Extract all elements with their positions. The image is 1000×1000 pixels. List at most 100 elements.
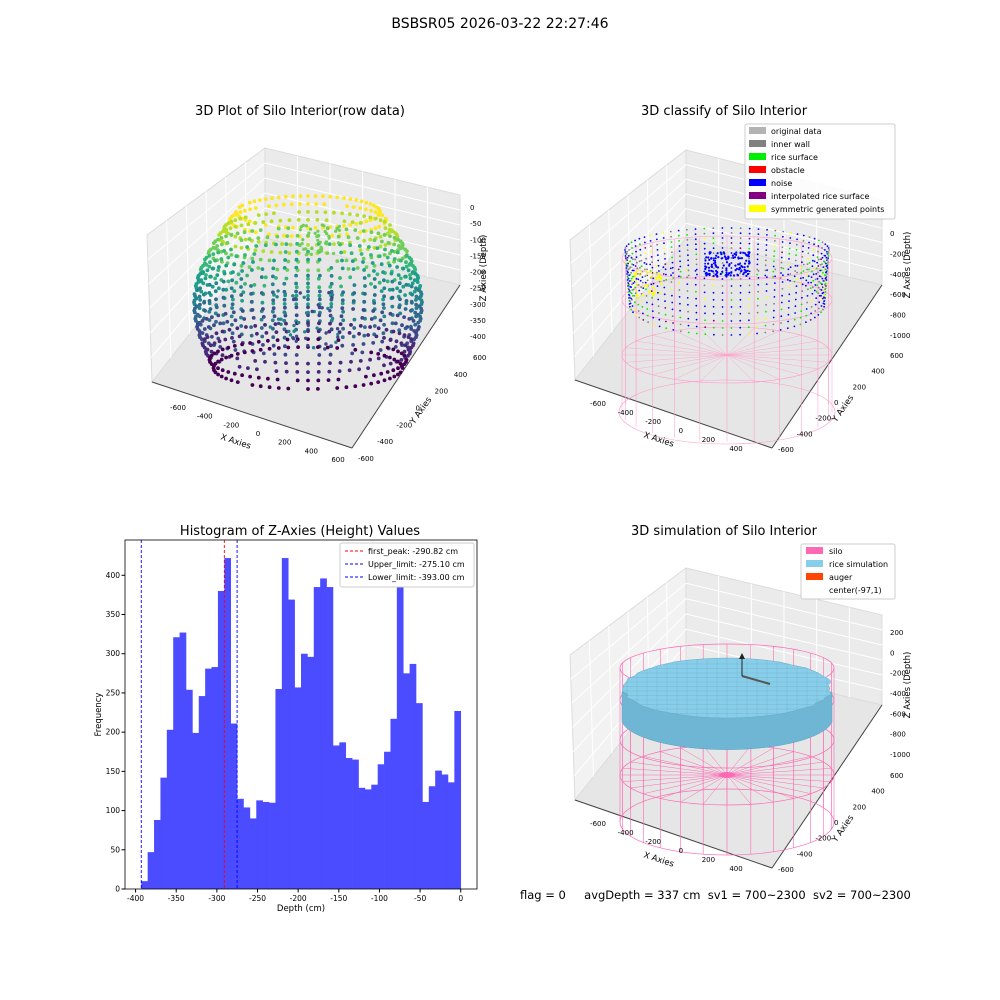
data-point: [209, 349, 214, 354]
silo-ring: [618, 379, 836, 445]
data-point: [756, 332, 758, 335]
x-tick-label: -200: [645, 418, 661, 426]
data-point: [639, 266, 641, 269]
data-point: [196, 280, 201, 284]
data-point: [258, 228, 263, 233]
data-point: [414, 286, 418, 291]
data-point: [225, 261, 230, 266]
data-point: [327, 236, 331, 240]
data-point: [194, 304, 199, 309]
data-point: [703, 237, 706, 240]
data-point: [306, 329, 310, 333]
data-point: [342, 219, 347, 224]
data-point: [634, 275, 637, 278]
data-point: [630, 292, 633, 295]
data-point: [297, 320, 301, 325]
data-point: [407, 255, 412, 260]
data-point: [192, 302, 197, 307]
data-point: [198, 272, 203, 276]
data-point: [218, 345, 223, 349]
data-point: [671, 301, 674, 304]
data-point: [283, 344, 287, 349]
data-point: [645, 272, 649, 276]
data-point: [645, 284, 649, 287]
data-point: [807, 257, 809, 260]
legend-swatch: [749, 166, 766, 173]
data-point: [725, 275, 728, 278]
data-point: [820, 258, 822, 261]
data-point: [764, 331, 767, 334]
histogram-bar: [447, 782, 455, 889]
data-point: [338, 360, 343, 365]
data-point: [703, 247, 706, 250]
silo-ring: [619, 643, 835, 693]
grid-line: [646, 179, 650, 286]
data-point: [271, 335, 276, 340]
data-point: [340, 211, 344, 216]
data-point: [358, 248, 363, 253]
data-point: [243, 208, 247, 213]
data-point: [342, 250, 347, 254]
data-point: [208, 360, 212, 364]
data-point: [392, 249, 397, 254]
data-point: [403, 274, 407, 279]
data-point: [214, 303, 219, 307]
data-point: [637, 278, 640, 281]
data-point: [332, 251, 336, 256]
data-point: [822, 271, 824, 274]
data-point: [306, 305, 310, 310]
data-point: [282, 266, 287, 270]
data-point: [796, 265, 799, 267]
data-point: [205, 283, 210, 287]
data-point: [372, 246, 377, 250]
data-point: [745, 259, 748, 262]
grid-line: [572, 193, 883, 311]
data-point: [630, 297, 632, 300]
data-point: [239, 293, 244, 297]
data-point: [766, 276, 768, 278]
data-point: [382, 219, 387, 224]
data-point: [727, 273, 730, 276]
data-point: [383, 271, 387, 275]
data-point: [203, 261, 207, 265]
data-point: [726, 257, 730, 260]
silo-spoke: [726, 768, 832, 776]
data-point: [757, 233, 760, 236]
data-point: [780, 308, 783, 311]
data-point: [369, 381, 374, 386]
data-point: [274, 242, 278, 247]
data-point: [267, 346, 272, 351]
data-point: [213, 289, 218, 294]
data-point: [229, 353, 234, 358]
data-point: [819, 264, 822, 266]
data-point: [404, 360, 408, 364]
data-point: [263, 197, 268, 202]
data-point: [212, 343, 216, 347]
data-point: [634, 292, 637, 294]
data-point: [404, 264, 409, 269]
data-point: [221, 279, 226, 284]
data-point: [259, 275, 264, 279]
data-point: [244, 325, 248, 329]
data-point: [232, 371, 237, 376]
data-point: [203, 349, 208, 354]
data-point: [360, 316, 365, 320]
data-point: [671, 308, 674, 311]
data-point: [284, 361, 288, 365]
data-point: [253, 230, 258, 235]
data-point: [224, 263, 229, 268]
data-point: [704, 312, 706, 315]
data-point: [263, 223, 268, 227]
data-point: [272, 352, 277, 356]
data-point: [627, 262, 629, 265]
data-point: [327, 369, 332, 374]
z-tick-label: 200: [890, 629, 903, 637]
data-point: [730, 271, 733, 273]
data-point: [807, 252, 810, 255]
data-point: [197, 333, 202, 338]
data-point: [316, 233, 321, 238]
data-point: [705, 266, 708, 269]
data-point: [340, 241, 344, 246]
data-point: [282, 310, 287, 315]
data-point: [304, 224, 308, 228]
